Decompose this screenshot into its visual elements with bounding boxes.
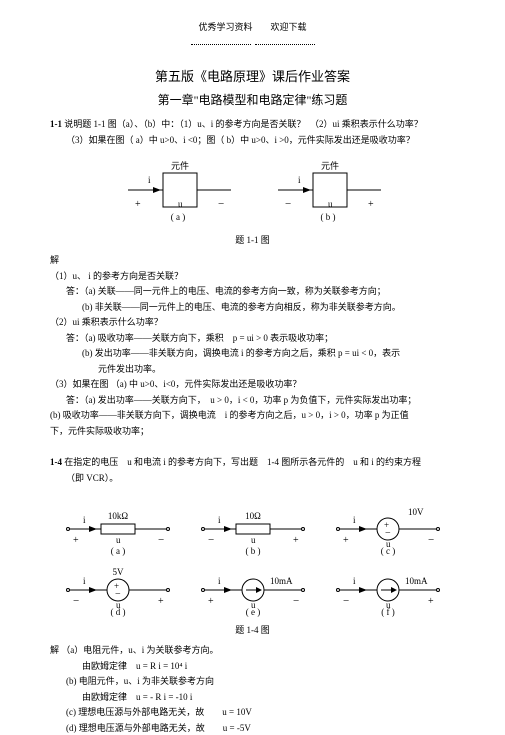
sub: ( e ) [245,607,260,617]
jie-label: 解 [50,254,455,268]
page: 优秀学习资料 欢迎下载 第五版《电路原理》课后作业答案 第一章"电路模型和电路定… [0,0,505,714]
q11-text: 说明题 1-1 图（a）、（b）中：（1）u、i 的参考方向是否关联？ （2）u… [64,119,423,129]
fig-1-4-b: 10Ω i − u + ( b ) [198,501,308,556]
fig-1-4-row1: 10kΩ i + u − ( a ) 10Ω i − u + ( b ) [50,501,455,556]
a11-l2: 答：（a) 关联——同一元件上的电压、电流的参考方向一致，称为关联参考方向； [50,285,455,299]
box-label: 元件 [320,160,338,171]
a11-l7: （3）如果在图 （a) 中 u>0、i<0，元件实际发出还是吸收功率？ [50,378,455,392]
a14-l4: 由欧姆定律 u = - R i = -10 i [50,691,455,705]
plus: + [368,199,374,210]
sub-title: 第一章"电路模型和电路定律"练习题 [50,91,455,108]
val: 10mA [405,576,428,586]
minus: − [208,534,214,546]
sub: ( f ) [381,607,395,617]
minus: − [158,534,164,546]
plus: + [73,535,79,546]
fig-1-1-caption: 题 1-1 图 [50,233,455,246]
a14-l1t: （a）电阻元件，u、i 为关联参考方向。 [61,645,218,655]
src-minus: − [115,589,121,600]
val: 10V [408,507,424,517]
val: 10kΩ [107,511,128,521]
plus: + [428,596,434,607]
sub: ( c ) [380,546,395,556]
a11-l5: 答：（a) 吸收功率——关联方向下，乘积 p = ui > 0 表示吸收功率； [50,332,455,346]
minus: − [73,595,79,607]
i: i [218,515,221,525]
val: 5V [112,567,124,577]
sub-b: ( b ) [320,212,335,222]
plus: + [343,535,349,546]
a11-l4: （2）ui 乘积表示什么功率？ [50,316,455,330]
a11-l6b: 元件发出功率。 [50,363,455,377]
a11-l9: (b) 吸收功率——非关联方向下，调换电流 i 的参考方向之后，u > 0，i … [50,409,455,423]
u: u [116,535,121,545]
a14-l2: 由欧姆定律 u = R i = 10⁴ i [50,660,455,674]
main-title: 第五版《电路原理》课后作业答案 [50,66,455,85]
fig-1-4-caption: 题 1-4 图 [50,623,455,636]
a14-l6: (d) 理想电压源与外部电路无关，故 u = -5V [50,722,455,735]
fig-1-1: 元件 i + u − ( a ) 元件 i − u + ( b ) [50,155,455,225]
fig-1-1-b: 元件 i − u + ( b ) [273,155,383,225]
i: i [83,515,86,525]
plus: + [208,596,214,607]
jie: 解 [50,645,59,655]
fig-1-4-d: + − 5V i − u + ( d ) [63,562,173,617]
a11-l3: (b) 非关联——同一元件上的电压、电流的参考方向相反，称为非关联参考方向。 [50,301,455,315]
a14-l1: 解 （a）电阻元件，u、i 为关联参考方向。 [50,644,455,658]
q14-text: 在指定的电压 u 和电流 i 的参考方向下，写出题 1-4 图所示各元件的 u … [64,457,421,467]
header-underline [50,37,455,48]
fig-1-4-a: 10kΩ i + u − ( a ) [63,501,173,556]
header-text: 优秀学习资料 欢迎下载 [50,20,455,33]
fig-1-4-row2: + − 5V i − u + ( d ) 10mA i + u − [50,562,455,617]
i: i [353,576,356,586]
i-label: i [148,175,151,185]
i-label: i [298,175,301,185]
plus: + [135,199,141,210]
a11-l10: 下，元件实际吸收功率； [50,425,455,439]
sub: ( d ) [110,607,125,617]
a11-l1: （1）u、 i 的参考方向是否关联？ [50,270,455,284]
sub: ( b ) [245,546,260,556]
a14-l5: (c) 理想电压源与外部电路无关，故 u = 10V [50,706,455,720]
minus: − [218,198,224,210]
a11-l6: (b) 发出功率——非关联方向，调换电流 i 的参考方向之后，乘积 p = ui… [50,347,455,361]
fig-1-1-a: 元件 i + u − ( a ) [123,155,233,225]
val: 10Ω [245,511,261,521]
plus: + [293,535,299,546]
i: i [218,576,221,586]
u-label: u [328,199,333,209]
fig-1-4-e: 10mA i + u − ( e ) [198,562,308,617]
val: 10mA [270,576,293,586]
fig-1-4-f: 10mA i − u + ( f ) [333,562,443,617]
q14-num: 1-4 [50,457,62,467]
minus: − [293,595,299,607]
a14-l3: (b) 电阻元件，u、i 为非关联参考方向 [50,675,455,689]
minus: − [343,595,349,607]
q11-num: 1-1 [50,119,62,129]
i: i [83,576,86,586]
q11-stem: 1-1 说明题 1-1 图（a）、（b）中：（1）u、i 的参考方向是否关联？ … [50,118,455,132]
i: i [353,515,356,525]
plus: + [158,596,164,607]
src-minus: − [385,528,391,539]
u-label: u [178,199,183,209]
fig-1-4-c: + − 10V i + u − ( c ) [333,501,443,556]
q14-stem2: （即 VCR）。 [50,472,455,486]
q14-stem: 1-4 在指定的电压 u 和电流 i 的参考方向下，写出题 1-4 图所示各元件… [50,456,455,470]
minus: − [428,534,434,546]
u: u [251,535,256,545]
q11-stem2: （3）如果在图（ a）中 u>0、i <0；图（ b）中 u>0、i >0，元件… [50,134,455,148]
minus: − [285,198,291,210]
box-label: 元件 [170,160,188,171]
sub-a: ( a ) [170,212,185,222]
a11-l8: 答：（a) 发出功率——关联方向下， u > 0，i < 0，功率 p 为负值下… [50,394,455,408]
sub: ( a ) [110,546,125,556]
